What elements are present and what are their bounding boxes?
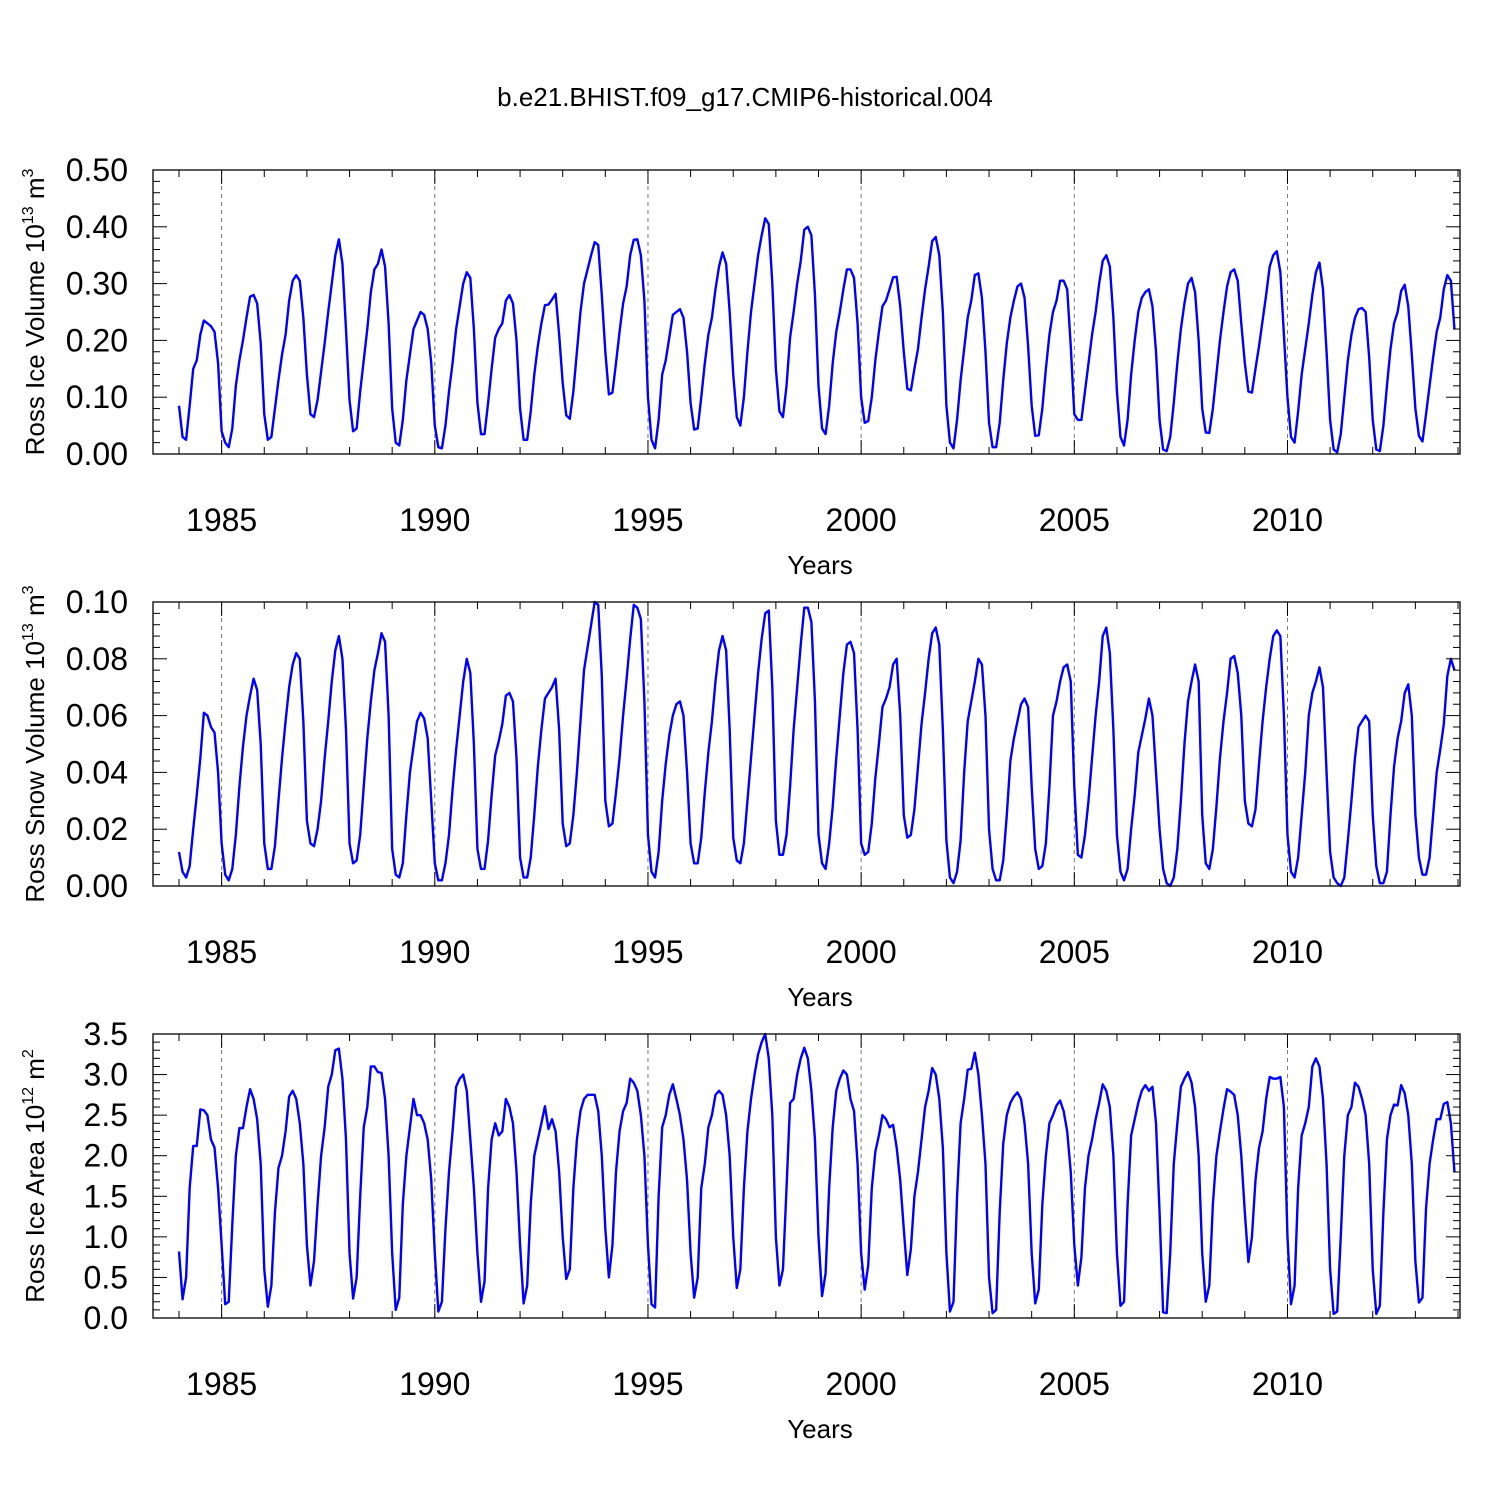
y-axis-title: Ross Ice Volume 1013 m3 bbox=[20, 168, 50, 455]
x-tick-label: 1995 bbox=[612, 1366, 683, 1402]
plot-frame bbox=[152, 1033, 1461, 1319]
plot-frame bbox=[152, 601, 1461, 887]
y-axis-title: Ross Ice Area 1012 m2 bbox=[20, 1049, 50, 1303]
x-axis-title: Years bbox=[787, 550, 853, 580]
y-axis-title: Ross Snow Volume 1013 m3 bbox=[20, 585, 50, 902]
series-line-1 bbox=[177, 600, 1456, 888]
y-tick-label: 3.5 bbox=[84, 1016, 128, 1052]
y-tick-label: 0.20 bbox=[66, 322, 128, 358]
chart-panel-2: 1985 1990 1995 2000 2005 2010 0.00 0.02 0.04 0.06… bbox=[20, 584, 1461, 1012]
y-tick-label: 2.5 bbox=[84, 1097, 128, 1133]
y-tick-label: 0.00 bbox=[66, 868, 128, 904]
y-tick-label: 1.0 bbox=[84, 1219, 128, 1255]
y-tick-label: 0.0 bbox=[84, 1300, 128, 1336]
chart-panel-3: 1985 1990 1995 2000 2005 2010 0.0 0.5 1.0 1.5 2.0 2… bbox=[20, 1016, 1461, 1444]
x-axis-title: Years bbox=[787, 1414, 853, 1444]
x-tick-label: 2010 bbox=[1252, 502, 1323, 538]
x-tick-label: 2005 bbox=[1039, 502, 1110, 538]
panels-container: 1985 1990 1995 2000 2005 2010 0.00 0.10 0.20 0.30… bbox=[20, 152, 1461, 1444]
y-tick-label: 0.50 bbox=[66, 152, 128, 188]
x-tick-label: 1995 bbox=[612, 934, 683, 970]
plot-frame bbox=[152, 169, 1461, 455]
y-tick-label: 0.02 bbox=[66, 811, 128, 847]
figure-title: b.e21.BHIST.f09_g17.CMIP6-historical.004 bbox=[497, 82, 993, 112]
x-axis-title: Years bbox=[787, 982, 853, 1012]
chart-panel-1: 1985 1990 1995 2000 2005 2010 0.00 0.10 0.20 0.30… bbox=[20, 152, 1461, 580]
y-tick-label: 3.0 bbox=[84, 1057, 128, 1093]
x-tick-label: 1985 bbox=[186, 1366, 257, 1402]
y-tick-label: 1.5 bbox=[84, 1178, 128, 1214]
x-tick-label: 2000 bbox=[826, 502, 897, 538]
y-tick-label: 0.08 bbox=[66, 641, 128, 677]
x-tick-label: 2005 bbox=[1039, 1366, 1110, 1402]
y-tick-label: 0.5 bbox=[84, 1259, 128, 1295]
y-tick-label: 0.10 bbox=[66, 584, 128, 620]
y-tick-label: 0.10 bbox=[66, 379, 128, 415]
x-tick-label: 2000 bbox=[826, 934, 897, 970]
x-tick-label: 1990 bbox=[399, 1366, 470, 1402]
y-tick-label: 0.30 bbox=[66, 266, 128, 302]
x-tick-label: 1995 bbox=[612, 502, 683, 538]
series-line-1 bbox=[177, 1032, 1456, 1316]
x-tick-label: 1985 bbox=[186, 502, 257, 538]
series-line-1 bbox=[177, 217, 1456, 454]
x-tick-label: 1990 bbox=[399, 934, 470, 970]
x-tick-label: 1990 bbox=[399, 502, 470, 538]
y-tick-label: 0.06 bbox=[66, 698, 128, 734]
y-tick-label: 0.04 bbox=[66, 754, 128, 790]
y-tick-label: 2.0 bbox=[84, 1138, 128, 1174]
y-tick-label: 0.40 bbox=[66, 209, 128, 245]
y-tick-label: 0.00 bbox=[66, 436, 128, 472]
x-tick-label: 2005 bbox=[1039, 934, 1110, 970]
x-tick-label: 1985 bbox=[186, 934, 257, 970]
x-tick-label: 2000 bbox=[826, 1366, 897, 1402]
x-tick-label: 2010 bbox=[1252, 1366, 1323, 1402]
x-tick-label: 2010 bbox=[1252, 934, 1323, 970]
